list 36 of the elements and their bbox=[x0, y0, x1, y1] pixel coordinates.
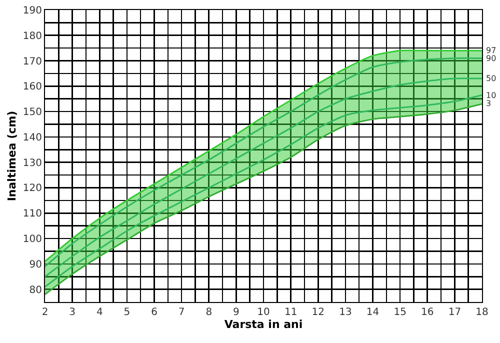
y-tick-label: 80 bbox=[29, 284, 42, 296]
y-tick-label: 130 bbox=[22, 158, 42, 169]
y-tick-label: 170 bbox=[22, 56, 42, 68]
y-tick-label: 110 bbox=[22, 208, 42, 220]
y-tick-label: 120 bbox=[22, 183, 42, 194]
x-tick-label: 6 bbox=[151, 307, 158, 318]
x-tick-label: 16 bbox=[421, 307, 434, 318]
x-tick-label: 15 bbox=[394, 307, 406, 318]
x-tick-label: 10 bbox=[257, 307, 270, 318]
x-tick-label: 18 bbox=[476, 307, 488, 318]
x-tick-label: 3 bbox=[69, 307, 76, 318]
series-label: 50 bbox=[486, 74, 496, 83]
series-label: 97 bbox=[486, 46, 496, 55]
x-tick-label: 13 bbox=[339, 307, 352, 318]
x-axis-title: Varsta in ani bbox=[224, 318, 303, 331]
y-axis-title: Inaltimea (cm) bbox=[6, 110, 19, 202]
y-tick-label: 140 bbox=[22, 132, 42, 144]
series-label: 3 bbox=[486, 99, 492, 108]
x-tick-label: 5 bbox=[124, 307, 130, 318]
y-tick-label: 150 bbox=[22, 107, 42, 118]
x-tick-label: 7 bbox=[178, 307, 185, 318]
x-tick-label: 12 bbox=[312, 307, 324, 318]
x-tick-label: 9 bbox=[233, 307, 240, 318]
x-tick-label: 14 bbox=[366, 307, 380, 318]
y-tick-label: 190 bbox=[22, 6, 42, 16]
y-tick-label: 100 bbox=[22, 234, 42, 246]
x-tick-label: 17 bbox=[448, 307, 462, 318]
y-tick-label: 180 bbox=[22, 30, 42, 42]
x-tick-label: 2 bbox=[42, 307, 48, 318]
x-tick-label: 4 bbox=[96, 307, 103, 318]
y-tick-label: 90 bbox=[29, 259, 42, 270]
series-label: 10 bbox=[486, 91, 496, 100]
series-label: 90 bbox=[486, 54, 496, 63]
y-tick-label: 160 bbox=[22, 82, 42, 93]
x-tick-label: 11 bbox=[284, 307, 298, 318]
x-tick-label: 8 bbox=[206, 307, 212, 318]
